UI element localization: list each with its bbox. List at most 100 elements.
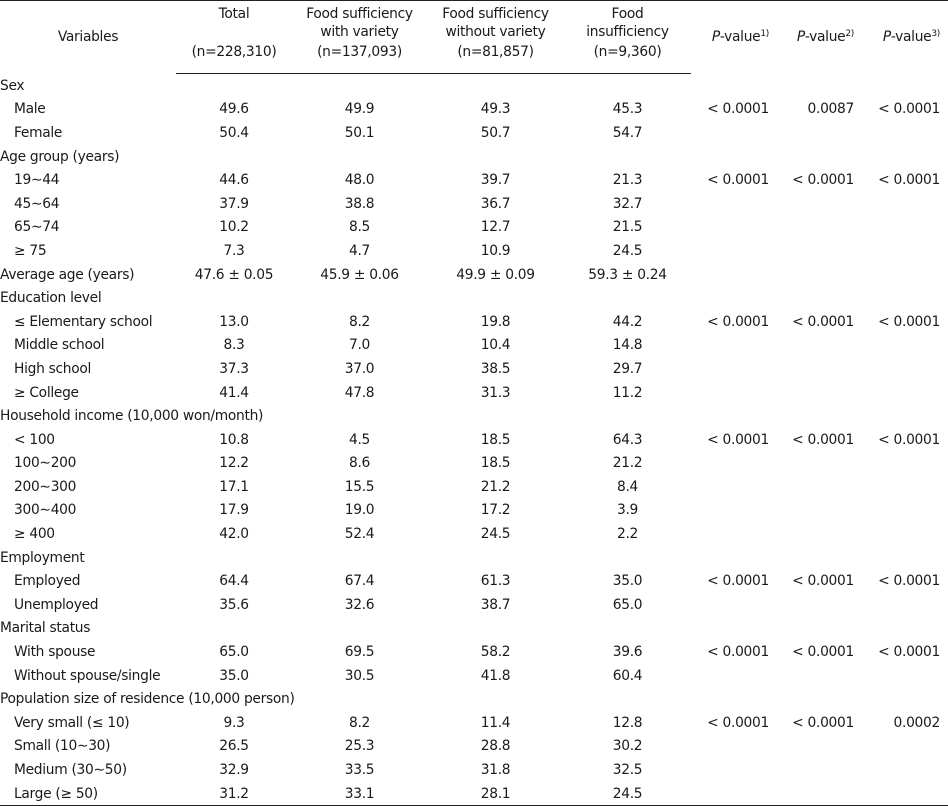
p-value-cell <box>777 357 862 381</box>
p-value-cell: < 0.0001 <box>707 573 769 590</box>
value-cell <box>176 617 292 641</box>
p-value-cell <box>777 617 862 641</box>
table-row: Medium (30∼50) 32.9 33.5 31.8 32.5 <box>0 758 948 782</box>
value-cell: 32.9 <box>219 762 249 779</box>
p-value-cell: < 0.0001 <box>792 714 854 731</box>
value-cell: 18.5 <box>480 455 511 472</box>
value-cell: 33.5 <box>344 762 375 779</box>
value-cell <box>176 74 292 98</box>
value-cell: 3.9 <box>616 502 639 519</box>
value-cell <box>564 286 691 310</box>
p-value-cell <box>777 286 862 310</box>
p-value-cell <box>691 758 777 782</box>
header-fsw-n: (n=81,857) <box>427 43 564 74</box>
p-value-cell <box>691 593 777 617</box>
p-value-cell <box>691 781 777 806</box>
table-row: Female 50.4 50.1 50.7 54.7 <box>0 121 948 145</box>
p-value-cell: < 0.0001 <box>878 172 940 189</box>
value-cell: 10.4 <box>480 337 511 354</box>
p-value-cell <box>777 452 862 476</box>
value-cell: 32.6 <box>344 596 375 613</box>
row-label: Age group (years) <box>0 148 120 165</box>
value-cell: 11.2 <box>612 384 643 401</box>
value-cell <box>292 286 427 310</box>
p-value-cell: < 0.0001 <box>792 431 854 448</box>
p-value-cell <box>862 735 948 759</box>
value-cell: 30.2 <box>612 738 643 755</box>
value-cell: 38.7 <box>480 596 511 613</box>
p-value-cell <box>862 522 948 546</box>
value-cell: 42.0 <box>219 526 249 543</box>
section-row: Marital status <box>0 617 948 641</box>
p-value-cell <box>691 499 777 523</box>
p-value-cell <box>691 192 777 216</box>
value-cell <box>427 687 564 711</box>
p-value-cell <box>777 546 862 570</box>
value-cell: 44.2 <box>612 313 643 330</box>
value-cell: 26.5 <box>219 738 249 755</box>
value-cell: 50.7 <box>480 124 511 141</box>
p-value-cell <box>777 145 862 169</box>
value-cell: 15.5 <box>344 478 375 495</box>
value-cell: 21.3 <box>612 172 643 189</box>
p-value-cell <box>691 735 777 759</box>
value-cell: 50.4 <box>219 124 249 141</box>
value-cell: 10.9 <box>480 242 511 259</box>
row-label: 100∼200 <box>14 455 77 472</box>
value-cell: 37.0 <box>344 360 375 377</box>
p-value-cell <box>691 664 777 688</box>
p-value-cell: 0.0002 <box>893 714 941 731</box>
p-value-cell: < 0.0001 <box>707 101 769 118</box>
p-value-cell <box>862 192 948 216</box>
value-cell: 21.5 <box>612 219 643 236</box>
value-cell: 19.8 <box>480 313 511 330</box>
p-value-cell <box>862 334 948 358</box>
p-value-cell <box>777 74 862 98</box>
value-cell: 24.5 <box>612 242 643 259</box>
row-label: Large (≥ 50) <box>0 781 176 806</box>
value-cell: 58.2 <box>480 644 511 661</box>
p-value-cell <box>691 475 777 499</box>
row-label: ≥ 400 <box>14 526 55 543</box>
row-label: Female <box>14 124 63 141</box>
row-label: Medium (30∼50) <box>14 762 127 779</box>
value-cell <box>176 145 292 169</box>
p-value-cell <box>691 334 777 358</box>
value-cell: 4.7 <box>348 242 371 259</box>
header-p-value-2: P-value2) <box>777 0 862 74</box>
value-cell: 37.3 <box>219 360 249 377</box>
header-fi: Food insufficiency <box>564 0 691 43</box>
value-cell <box>427 617 564 641</box>
p-value-cell: < 0.0001 <box>878 431 940 448</box>
value-cell: 9.3 <box>223 714 245 731</box>
value-cell: 44.6 <box>219 172 249 189</box>
value-cell: 17.2 <box>480 502 511 519</box>
value-cell: 14.8 <box>612 337 643 354</box>
p-value-cell <box>862 452 948 476</box>
p-value-cell <box>862 499 948 523</box>
p-value-cell: < 0.0001 <box>792 573 854 590</box>
value-cell <box>564 546 691 570</box>
section-row: Sex <box>0 74 948 98</box>
p-value-cell <box>862 404 948 428</box>
p-value-cell <box>777 593 862 617</box>
p-value-cell <box>691 239 777 263</box>
header-p-value-3: P-value3) <box>862 0 948 74</box>
value-cell: 65.0 <box>219 644 249 661</box>
value-cell <box>292 617 427 641</box>
value-cell <box>176 546 292 570</box>
value-cell: 52.4 <box>344 526 375 543</box>
value-cell: 45.3 <box>612 101 643 118</box>
value-cell <box>564 404 691 428</box>
row-label: Education level <box>0 290 102 307</box>
row-label: High school <box>14 360 92 377</box>
p-value-cell <box>691 216 777 240</box>
value-cell: 8.4 <box>616 478 639 495</box>
value-cell: 8.6 <box>348 455 371 472</box>
row-label: 45∼64 <box>14 195 60 212</box>
table-header: Variables Total Food sufficiency with var… <box>0 0 948 74</box>
p-value-cell <box>777 404 862 428</box>
table-row: < 100 10.8 4.5 18.5 64.3 < 0.0001 < 0.0001 < 0.… <box>0 428 948 452</box>
p-value-cell <box>691 145 777 169</box>
table-row: 65∼74 10.2 8.5 12.7 21.5 <box>0 216 948 240</box>
